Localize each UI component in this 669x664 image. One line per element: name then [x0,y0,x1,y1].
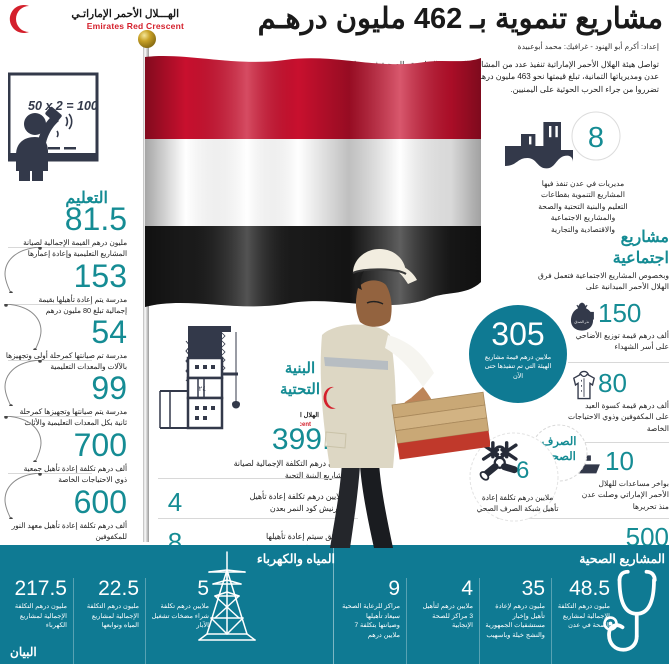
svg-text:50 x 2 = 100: 50 x 2 = 100 [28,99,98,113]
svg-text:8: 8 [588,122,604,154]
svg-text:۲٤: ۲٤ [198,386,206,393]
svg-text:Red Crescent: Red Crescent [300,422,311,428]
svg-text:الهلال الأحمر: الهلال الأحمر [300,409,319,419]
svg-text:نذر الصدق: نذر الصدق [574,320,589,324]
